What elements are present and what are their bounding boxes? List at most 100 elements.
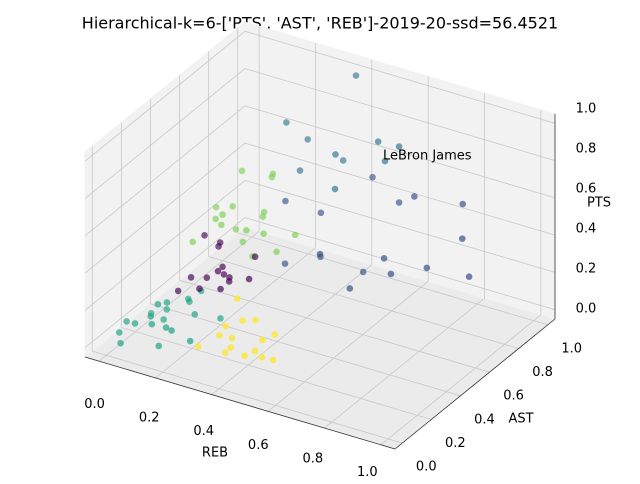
grid-line [150,303,461,397]
data-point [191,311,199,318]
z-tick-label: 0.0 [576,302,597,317]
data-point [260,208,268,216]
data-point [217,285,224,293]
data-point [155,342,163,350]
data-point [241,352,248,360]
data-point [465,273,473,280]
x-tick-label: 0.6 [248,438,269,453]
data-point [221,349,229,356]
data-point [212,215,219,223]
data-point [189,238,197,246]
grid-line [244,180,556,273]
data-point [219,211,226,218]
axis-line [394,318,556,450]
data-point [458,235,466,242]
data-point [296,167,304,174]
grid-line [267,281,429,412]
grid-line [244,68,556,161]
data-point [163,306,171,313]
data-point [291,231,299,239]
data-point [233,295,241,302]
data-point [215,243,222,250]
data-point [346,285,354,292]
data-point [374,138,382,145]
data-point [283,119,290,126]
grid-line [244,30,556,124]
data-point [252,316,259,324]
data-point [238,167,246,175]
grid-line [98,230,260,362]
chart-title: Hierarchical-k=6-['PTS', 'AST', 'REB']-2… [82,14,558,33]
grid-line [84,105,246,237]
y-tick-label: 0.8 [532,365,553,380]
data-point [186,337,194,345]
data-point [281,260,289,267]
data-point [214,267,222,275]
z-tick-label: 0.2 [576,262,597,277]
data-point [271,331,279,338]
data-point [163,299,171,306]
data-point [395,143,403,150]
data-point [269,170,277,178]
data-point [160,316,167,323]
z-tick-label: 0.8 [576,142,597,157]
data-point [259,336,266,344]
data-point [220,271,228,278]
y-tick-label: 0.6 [503,389,524,404]
data-point [232,225,240,233]
data-point [187,274,195,281]
data-point [147,312,155,320]
data-point [269,356,277,364]
x-tick-label: 0.8 [302,451,323,466]
data-point [316,250,324,258]
data-point [229,203,237,210]
data-point [243,226,250,234]
data-point [380,254,388,262]
grid-line [244,105,556,199]
z-tick-label: 1.0 [576,102,597,117]
data-point [218,221,225,229]
data-point [168,327,175,334]
data-point [260,230,267,237]
data-point [131,320,139,327]
y-tick-label: 0.0 [416,460,437,475]
grid-line [121,327,432,420]
grid-line [211,264,373,395]
grid-line [155,247,316,379]
data-point [317,209,325,217]
data-point [251,347,259,355]
x-tick-label: 0.0 [84,397,105,412]
data-point [186,298,193,306]
x-tick-label: 1.0 [357,465,378,480]
y-tick-label: 0.2 [445,436,466,451]
data-point [225,278,233,285]
data-point [201,231,208,239]
grid-line [380,314,542,446]
z-axis-label: PTS [587,196,611,211]
data-point [123,318,130,325]
data-point [212,203,220,211]
data-point [387,270,395,278]
grid-line [92,350,403,444]
data-point [162,324,170,331]
axis-line [84,356,396,450]
data-point [273,248,280,256]
y-axis-label: AST [508,412,533,427]
data-point [245,275,253,283]
grid-line [84,180,246,311]
data-point [411,193,418,200]
data-point [203,274,211,281]
x-tick-label: 0.2 [139,411,160,426]
data-point [339,157,347,164]
grid-line [84,68,246,199]
data-point [154,300,162,308]
data-point [117,339,124,347]
data-point [282,197,289,205]
data-point [227,344,235,351]
data-point [216,332,223,339]
data-point [395,199,403,206]
x-axis-label: REB [202,446,228,461]
data-point [423,264,431,272]
data-point [239,238,247,246]
